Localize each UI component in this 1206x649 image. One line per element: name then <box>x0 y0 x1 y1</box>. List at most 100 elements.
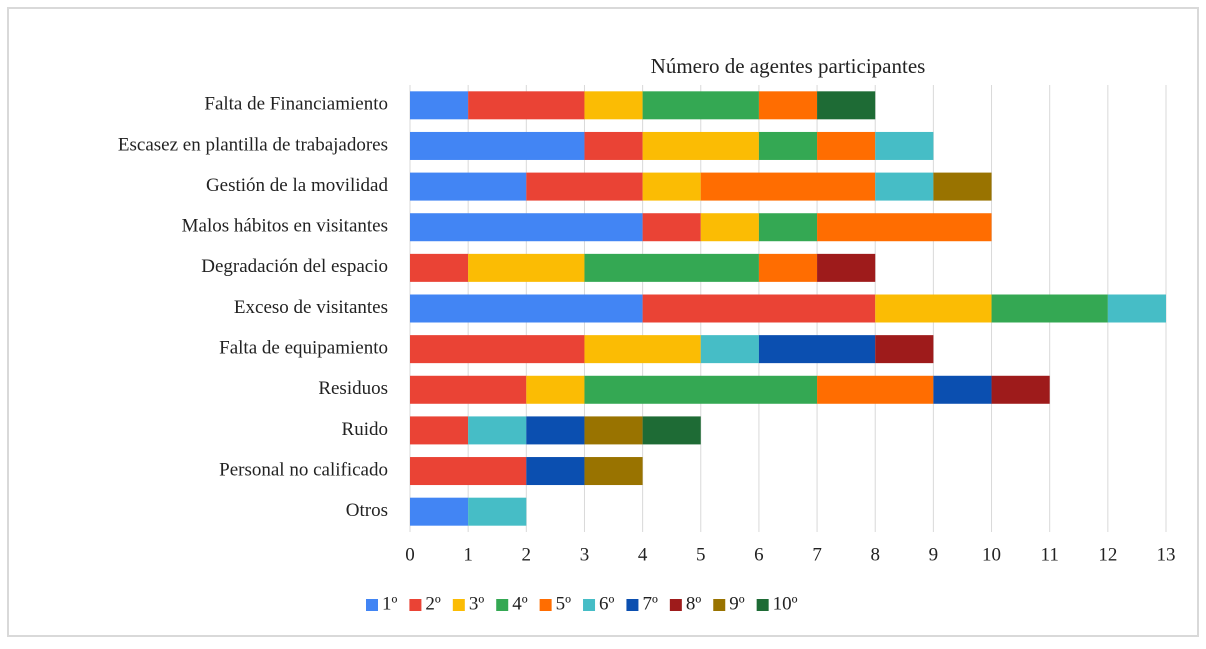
y-tick-label: Escasez en plantilla de trabajadores <box>118 134 388 155</box>
chart-title: Número de agentes participantes <box>651 54 926 78</box>
bar-segment <box>526 416 585 445</box>
bar-segment <box>642 172 701 201</box>
bar-segment <box>817 213 992 242</box>
y-tick-label: Exceso de visitantes <box>234 297 388 318</box>
x-tick-label: 10 <box>982 544 1001 565</box>
bar-segment <box>991 375 1050 404</box>
bar-segment <box>1107 294 1166 323</box>
bar-segment <box>584 131 643 160</box>
y-tick-label: Falta de Financiamiento <box>204 94 388 115</box>
bar-segment <box>875 172 934 201</box>
bar-segment <box>468 253 585 282</box>
legend-swatch <box>756 599 769 611</box>
bar-segment <box>410 457 527 486</box>
bar-segment <box>410 213 643 242</box>
legend-swatch <box>626 599 639 611</box>
bar-segment <box>584 457 643 486</box>
bar-segment <box>875 294 992 323</box>
bar-segment <box>933 172 992 201</box>
x-tick-label: 5 <box>696 544 706 565</box>
bar-segment <box>410 131 585 160</box>
bar-segment <box>700 172 876 201</box>
x-tick-label: 8 <box>870 544 880 565</box>
y-tick-label: Falta de equipamiento <box>219 337 388 358</box>
bar-segment <box>758 253 818 282</box>
bar-segment <box>875 131 934 160</box>
bar-segment <box>468 91 585 120</box>
legend-swatch <box>409 599 422 611</box>
bar-segment <box>526 457 585 486</box>
bar-segment <box>410 497 469 526</box>
bar-segment <box>817 375 934 404</box>
bar-segment <box>642 416 701 445</box>
legend-swatch <box>496 599 509 611</box>
y-tick-label: Gestión de la movilidad <box>206 175 389 196</box>
y-tick-label: Degradación del espacio <box>201 256 388 277</box>
bar-segment <box>410 375 527 404</box>
bar-segment <box>875 335 934 364</box>
bar-segment <box>642 131 759 160</box>
legend-label: 3º <box>469 593 485 614</box>
bar-segment <box>410 335 585 364</box>
x-tick-label: 7 <box>812 544 822 565</box>
legend-swatch <box>583 599 596 611</box>
x-tick-label: 3 <box>580 544 590 565</box>
bar-segment <box>584 253 759 282</box>
legend-swatch <box>539 599 552 611</box>
bar-segment <box>817 131 876 160</box>
bar-segment <box>584 91 643 120</box>
x-tick-label: 9 <box>929 544 939 565</box>
x-tick-label: 11 <box>1041 544 1059 565</box>
bar-segment <box>410 416 469 445</box>
bar-segment <box>991 294 1108 323</box>
bar-segment <box>758 213 818 242</box>
legend-label: 4º <box>512 593 528 614</box>
legend-label: 2º <box>425 593 441 614</box>
legend-swatch <box>713 599 726 611</box>
x-tick-label: 6 <box>754 544 764 565</box>
legend-swatch <box>452 599 465 611</box>
bar-segment <box>468 497 527 526</box>
legend-label: 9º <box>729 593 745 614</box>
x-tick-label: 13 <box>1157 544 1176 565</box>
bar-segment <box>700 335 759 364</box>
bar-segment <box>526 375 585 404</box>
bar-segment <box>642 91 759 120</box>
bar-segment <box>410 172 527 201</box>
bar-segment <box>410 91 469 120</box>
x-tick-label: 2 <box>522 544 532 565</box>
bar-segment <box>526 172 643 201</box>
legend-label: 10º <box>773 593 798 614</box>
x-tick-label: 1 <box>463 544 473 565</box>
x-tick-label: 12 <box>1098 544 1117 565</box>
bar-segment <box>584 375 818 404</box>
bar-segment <box>410 253 469 282</box>
x-tick-label: 4 <box>638 544 648 565</box>
legend-label: 8º <box>686 593 702 614</box>
bar-segment <box>642 213 701 242</box>
y-tick-label: Malos hábitos en visitantes <box>182 216 388 237</box>
bar-segment <box>468 416 527 445</box>
y-tick-label: Ruido <box>342 419 388 440</box>
bar-segment <box>584 335 701 364</box>
bar-segment <box>410 294 643 323</box>
bar-segment <box>933 375 992 404</box>
y-tick-label: Residuos <box>318 378 388 399</box>
bar-segment <box>758 91 818 120</box>
bar-segment <box>758 131 818 160</box>
bar-segment <box>584 416 643 445</box>
bar-segment <box>817 91 876 120</box>
legend-label: 6º <box>599 593 615 614</box>
legend-label: 7º <box>642 593 658 614</box>
bar-segment <box>700 213 759 242</box>
y-tick-label: Otros <box>346 500 388 521</box>
x-tick-label: 0 <box>405 544 415 565</box>
bar-segment <box>758 335 876 364</box>
bar-segment <box>642 294 876 323</box>
bar-segment <box>817 253 876 282</box>
legend-label: 1º <box>382 593 398 614</box>
legend-label: 5º <box>556 593 572 614</box>
legend-swatch <box>669 599 682 611</box>
y-tick-label: Personal no calificado <box>219 459 388 480</box>
